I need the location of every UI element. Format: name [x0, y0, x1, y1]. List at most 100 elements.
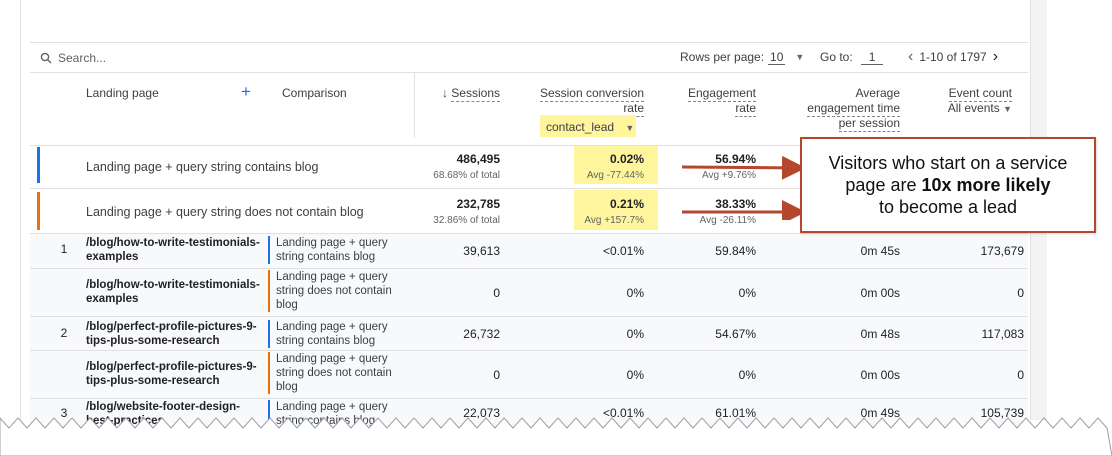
- summary-sessions-sub: 68.68% of total: [433, 170, 500, 181]
- data-rows-background: [30, 233, 1028, 433]
- comparison-label: Landing page + query string contains blo…: [268, 236, 402, 264]
- page-range: ‹ 1-10 of 1797 ›: [908, 47, 998, 67]
- cell-avg-time: 0m 45s: [860, 244, 900, 258]
- column-header-event-count[interactable]: Event count All events ▼: [920, 86, 1012, 117]
- summary-sessions-value: 232,785: [456, 197, 500, 211]
- rows-per-page-select[interactable]: 10: [768, 49, 786, 65]
- cell-engagement: 59.84%: [715, 244, 756, 258]
- summary-engagement: 38.33% Avg -26.11%: [690, 197, 756, 226]
- chevron-right-icon[interactable]: ›: [992, 48, 999, 65]
- cell-event-count: 105,739: [980, 406, 1024, 420]
- summary-conversion-sub: Avg +157.7%: [584, 215, 644, 226]
- column-header-conversion-rate[interactable]: Session conversion rate: [520, 86, 644, 117]
- column-header-landing-page[interactable]: Landing page: [86, 86, 159, 100]
- annotation-arrows: [681, 155, 806, 220]
- event-select-highlight: [540, 115, 636, 137]
- summary-conversion-value: 0.21%: [609, 197, 644, 211]
- summary-engagement: 56.94% Avg +9.76%: [690, 152, 756, 181]
- callout-emphasis: 10x more likely: [921, 175, 1051, 195]
- goto-page[interactable]: Go to: 1: [820, 47, 884, 67]
- callout-line2-pre: page are: [845, 175, 917, 195]
- divider: [30, 42, 1028, 43]
- cell-event-count: 117,083: [981, 327, 1025, 341]
- engagement-header-line1: Engagement: [687, 86, 756, 102]
- conversion-highlight: [574, 190, 658, 230]
- event-filter-label: All events: [947, 101, 1000, 115]
- conv-header-line1: Session conversion: [539, 86, 644, 102]
- chevron-down-icon: ▼: [1003, 104, 1012, 114]
- torn-edge: [0, 417, 1112, 456]
- landing-page-link[interactable]: /blog/perfect-profile-pictures-9-tips-pl…: [86, 321, 257, 347]
- row-number: 2: [60, 326, 68, 340]
- cell-sessions: 39,613: [463, 244, 500, 258]
- cell-conversion: 0%: [626, 327, 644, 341]
- search-input[interactable]: Search...: [58, 51, 107, 65]
- summary-conversion: 0.02% Avg -77.44%: [560, 152, 644, 181]
- summary-engagement-sub: Avg +9.76%: [701, 170, 756, 181]
- engagement-header-line2: rate: [735, 101, 756, 117]
- summary-engagement-value: 38.33%: [715, 197, 756, 211]
- chevron-left-icon[interactable]: ‹: [908, 48, 914, 65]
- chevron-down-icon[interactable]: ▼: [795, 52, 805, 62]
- cell-engagement: 0%: [738, 286, 756, 300]
- cell-engagement: 0%: [738, 368, 756, 382]
- cell-conversion: 0%: [626, 368, 644, 382]
- conversion-highlight: [574, 146, 658, 184]
- row-divider: [30, 145, 1028, 146]
- row-divider: [30, 233, 1028, 234]
- summary-sessions-value: 486,495: [456, 152, 500, 166]
- cell-avg-time: 0m 00s: [860, 368, 900, 382]
- row-divider: [30, 268, 1028, 269]
- summary-conversion-sub: Avg -77.44%: [586, 170, 644, 181]
- landing-page-link[interactable]: /blog/how-to-write-testimonials-examples: [86, 279, 260, 305]
- comparison-label: Landing page + query string does not con…: [268, 352, 402, 394]
- cell-avg-time: 0m 48s: [860, 327, 900, 341]
- summary-sessions: 232,785 32.86% of total: [400, 197, 500, 226]
- column-header-comparison[interactable]: Comparison: [282, 86, 347, 100]
- column-header-engagement-rate[interactable]: Engagement rate: [680, 86, 756, 117]
- cell-avg-time: 0m 00s: [860, 286, 900, 300]
- summary-engagement-value: 56.94%: [715, 152, 756, 166]
- series-color-bar-blue: [37, 147, 40, 183]
- landing-page-link[interactable]: /blog/perfect-profile-pictures-9-tips-pl…: [86, 361, 257, 387]
- row-divider: [30, 350, 1028, 351]
- table-frame: [20, 0, 1031, 456]
- cell-sessions: 0: [493, 286, 500, 300]
- cell-sessions: 22,073: [463, 406, 500, 420]
- goto-label: Go to:: [820, 50, 853, 64]
- conversion-event-label: contact_lead: [546, 120, 615, 134]
- arrow-line: [681, 155, 806, 180]
- row-divider: [30, 316, 1028, 317]
- avg-header-line1: Average: [855, 86, 900, 100]
- comparison-label: Landing page + query string does not con…: [268, 270, 402, 312]
- cell-avg-time: 0m 49s: [860, 406, 900, 420]
- cell-sessions: 0: [493, 368, 500, 382]
- column-header-sessions[interactable]: ↓ Sessions: [420, 86, 500, 102]
- summary-conversion: 0.21% Avg +157.7%: [560, 197, 644, 226]
- summary-sessions: 486,495 68.68% of total: [400, 152, 500, 181]
- add-dimension-button[interactable]: +: [241, 82, 251, 101]
- row-number: 1: [60, 242, 68, 256]
- cell-conversion: <0.01%: [602, 406, 644, 420]
- row-divider: [30, 188, 1028, 189]
- rows-per-page-label: Rows per page:: [680, 50, 765, 64]
- event-count-header-label: Event count: [948, 86, 1012, 102]
- landing-page-link[interactable]: /blog/how-to-write-testimonials-examples: [86, 237, 260, 263]
- search-bar[interactable]: Search...: [40, 50, 106, 66]
- summary-label: Landing page + query string contains blo…: [86, 160, 319, 174]
- cell-conversion: <0.01%: [602, 244, 644, 258]
- column-header-avg-engagement-time[interactable]: Average engagement time per session: [790, 86, 900, 132]
- cell-event-count: 173,679: [980, 244, 1024, 258]
- annotation-callout: Visitors who start on a service page are…: [800, 137, 1096, 233]
- event-filter-select[interactable]: All events ▼: [920, 101, 1012, 117]
- rows-per-page[interactable]: Rows per page: 10 ▼: [680, 47, 804, 67]
- row-divider: [30, 398, 1028, 399]
- sessions-header-label: Sessions: [451, 86, 500, 102]
- summary-conversion-value: 0.02%: [609, 152, 644, 166]
- conversion-event-select[interactable]: contact_lead ▼: [546, 120, 634, 134]
- chevron-down-icon: ▼: [625, 123, 635, 133]
- header-divider: [30, 72, 1028, 73]
- row-number: 3: [60, 406, 68, 420]
- goto-input[interactable]: 1: [860, 50, 884, 65]
- cell-conversion: 0%: [626, 286, 644, 300]
